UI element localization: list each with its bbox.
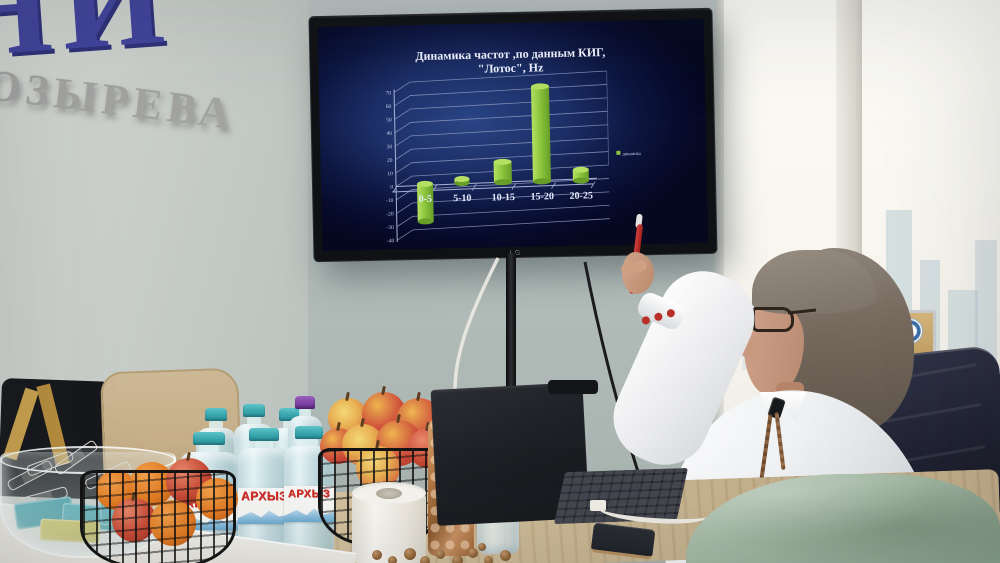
svg-text:-10: -10	[386, 198, 394, 204]
tv-stand-pole	[506, 253, 516, 448]
nut	[500, 550, 511, 561]
bottle-cap	[295, 426, 323, 439]
nut	[468, 548, 478, 558]
svg-text:20-25: 20-25	[570, 190, 594, 201]
nut	[478, 543, 486, 551]
svg-text:70: 70	[386, 91, 392, 97]
bottle-cap	[204, 408, 228, 421]
nut	[404, 548, 416, 560]
nut	[436, 550, 445, 559]
nut	[452, 555, 463, 563]
svg-text:0: 0	[390, 185, 393, 191]
orange-wire-basket	[80, 470, 236, 563]
svg-text:Динамика частот ,по данным КИГ: Динамика частот ,по данным КИГ,	[415, 45, 605, 63]
nut	[420, 556, 430, 563]
svg-text:10: 10	[387, 171, 393, 177]
bottle-brand-text: АРХЫЗ	[241, 489, 287, 503]
bottle-cap	[295, 396, 315, 409]
paper-towel-hole	[376, 488, 402, 499]
bottle-cap	[192, 432, 226, 445]
svg-text:10-15: 10-15	[492, 192, 516, 203]
svg-text:-40: -40	[387, 238, 395, 244]
cable-plug	[590, 500, 606, 511]
svg-text:0-5: 0-5	[419, 194, 433, 205]
svg-text:20: 20	[387, 158, 393, 164]
tv-screen: 70 60 50 40 30 20 10 0 -10 -20 -30 -40 0-5 5-10 10-15 1…	[317, 18, 709, 252]
svg-text:60: 60	[386, 104, 392, 110]
svg-text:-30: -30	[387, 225, 395, 231]
chart-svg: 70 60 50 40 30 20 10 0 -10 -20 -30 -40 0-5 5-10 10-15 1…	[386, 45, 641, 244]
tv: 70 60 50 40 30 20 10 0 -10 -20 -30 -40 0-5 5-10 10-15 1…	[308, 7, 718, 263]
laptop-camera-bump	[548, 380, 598, 394]
svg-text:15-20: 15-20	[531, 191, 555, 202]
svg-text:50: 50	[386, 117, 392, 123]
window-left-frame	[714, 0, 724, 505]
nut	[388, 556, 397, 563]
city-building	[975, 240, 997, 370]
bottle-label: АРХЫЗ	[238, 488, 290, 524]
svg-text:30: 30	[387, 144, 393, 150]
nut	[372, 550, 382, 560]
svg-text:5-10: 5-10	[453, 193, 472, 204]
svg-text:"Лотос", Hz: "Лотос", Hz	[478, 60, 544, 75]
svg-text:40: 40	[386, 131, 392, 137]
mountain-graphic	[238, 510, 290, 524]
bottle-cap	[249, 428, 279, 441]
svg-text:-20: -20	[386, 211, 394, 217]
svg-text:динамика: динамика	[622, 151, 641, 156]
nut	[484, 556, 493, 563]
bottle-cap	[242, 404, 266, 417]
presenter-bangs	[752, 250, 876, 314]
